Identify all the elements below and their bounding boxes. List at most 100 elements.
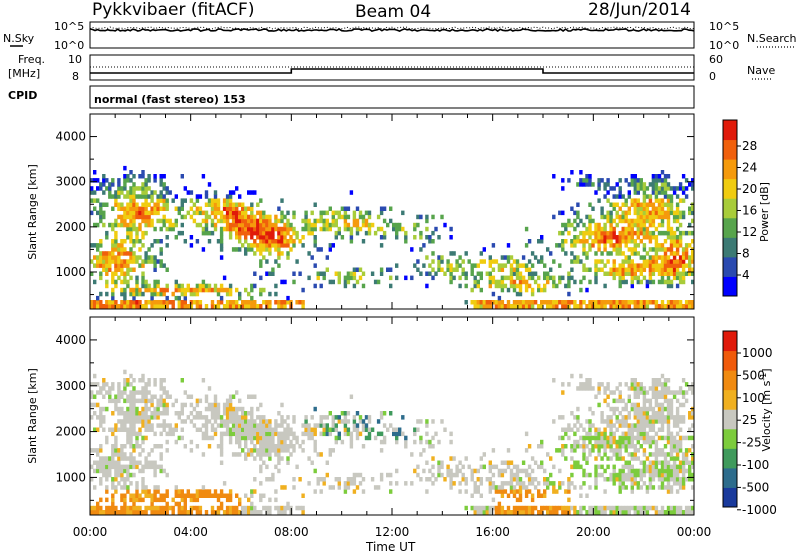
velocity-cell-312 [141,439,145,445]
power-cell-182 [123,259,127,264]
power-cell-688 [238,230,242,236]
velocity-cell-21 [93,373,97,379]
power-cell-1450 [582,267,586,272]
power-cell-1449 [582,275,586,281]
velocity-cell-1747 [636,431,640,437]
power-cell-1335 [540,300,544,305]
power-cell-600 [216,218,221,224]
power-cell-266 [132,182,136,187]
velocity-cell-1172 [461,464,465,470]
velocity-cell-681 [235,390,239,395]
power-cell-339 [144,202,148,207]
power-cell-1786 [642,243,647,248]
power-cell-1725 [633,230,637,236]
velocity-cell-1460 [582,382,586,387]
power-cell-1517 [597,243,601,248]
velocity-cell-505 [186,493,190,498]
power-cell-1098 [404,239,408,244]
velocity-cell-1175 [464,481,468,486]
power-cell-962 [322,275,326,281]
velocity-cell-192 [123,390,127,395]
power-cell-1906 [660,263,665,268]
velocity-cell-363 [150,501,154,507]
power-cell-1534 [600,230,604,236]
power-cell-158 [120,271,124,276]
power-cell-214 [126,194,130,199]
velocity-cell-246 [132,501,136,507]
velocity-cell-2065 [684,505,689,511]
velocity-cell-773 [259,510,263,515]
power-cell-1821 [648,271,653,276]
power-cell-775 [259,287,263,293]
power-cell-1600 [612,202,616,207]
power-cell-59 [102,222,106,228]
velocity-cell-1182 [470,472,474,478]
power-cell-1090 [395,230,399,236]
velocity-cell-1370 [558,505,562,511]
power-cell-1470 [585,182,589,187]
power-cell-1339 [540,239,544,244]
noise-search-trace [89,26,695,30]
velocity-cell-485 [180,497,184,503]
velocity-cell-658 [231,505,236,511]
velocity-cell-1717 [633,481,637,486]
power-cell-1194 [476,271,480,276]
velocity-cell-2106 [691,382,695,387]
velocity-cell-530 [195,444,200,449]
velocity-cell-1916 [660,411,665,416]
velocity-cell-0 [90,510,94,515]
date-title: 28/Jun/2014 [588,0,691,20]
velocity-cell-686 [238,444,242,449]
velocity-cell-922 [301,448,305,453]
power-cell-586 [213,226,218,232]
power-cell-1080 [389,283,393,289]
velocity-cell-915 [295,435,299,441]
velocity-y-label-2000: 2000 [55,425,86,439]
velocity-cell-547 [201,452,206,457]
power-cell-1580 [609,222,613,228]
velocity-cell-82 [105,382,109,387]
power-cell-1825 [648,255,653,260]
velocity-cell-1574 [609,456,613,461]
power-cell-1196 [479,304,483,309]
power-cell-405 [156,198,160,203]
velocity-cell-1962 [666,411,671,416]
velocity-cell-2018 [675,448,680,453]
velocity-cell-195 [123,378,127,383]
velocity-cell-1831 [648,423,653,428]
power-cell-1461 [585,304,589,309]
velocity-cell-1818 [648,505,653,511]
velocity-cell-11 [93,505,97,511]
power-cell-1887 [657,247,662,252]
power-cell-2074 [684,186,689,191]
power-cell-1808 [645,235,650,240]
power-cell-1886 [657,255,662,260]
power-cell-1482 [588,222,592,228]
velocity-cell-1342 [543,493,547,498]
velocity-cell-1596 [612,435,616,441]
power-cell-1167 [458,275,462,281]
velocity-cell-1319 [530,493,535,498]
velocity-cell-402 [156,415,160,420]
power-cell-1709 [630,218,634,224]
power-cell-1233 [497,295,502,301]
power-cell-710 [244,251,248,256]
power-cell-1467 [585,230,589,236]
velocity-cell-816 [265,419,269,424]
power-cell-1420 [573,255,577,260]
velocity-cell-943 [313,468,317,474]
velocity-cell-1919 [660,394,665,399]
velocity-cell-1143 [440,472,444,478]
power-cell-1574 [609,251,613,256]
power-cell-1407 [570,275,574,281]
velocity-cell-1788 [642,435,647,441]
power-cell-1941 [663,182,668,187]
velocity-cell-444 [165,489,169,494]
velocity-cell-871 [280,431,284,437]
power-cell-550 [201,218,206,224]
power-cell-907 [292,239,296,244]
power-cell-913 [295,259,299,264]
velocity-cell-451 [165,406,169,412]
velocity-cell-357 [147,398,151,404]
power-cell-192 [123,186,127,191]
